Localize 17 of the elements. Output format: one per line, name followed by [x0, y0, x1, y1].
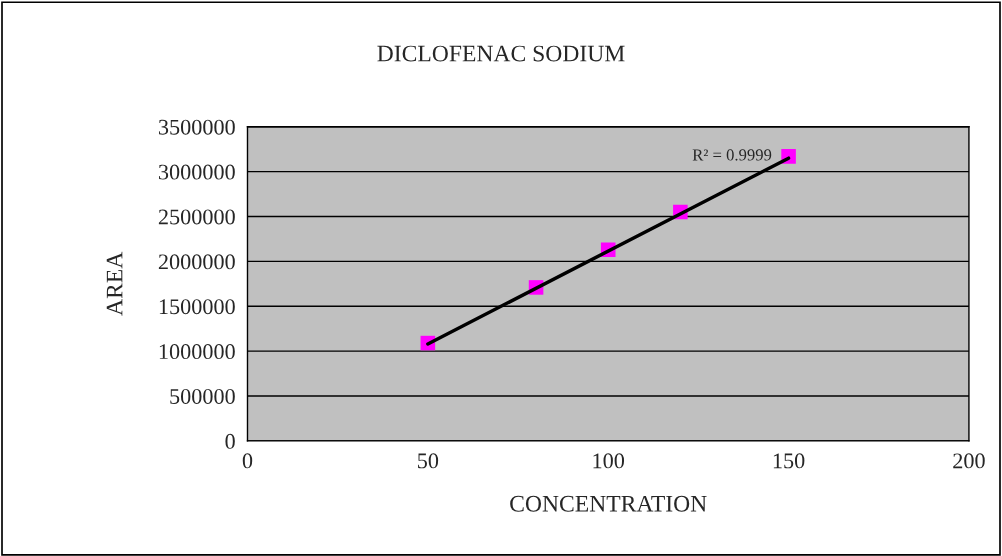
- y-tick-label: 1000000: [159, 344, 235, 360]
- annotation: R² = 0.9999: [692, 149, 772, 161]
- y-tick-label: 1500000: [159, 299, 235, 315]
- x-tick-label: 200: [953, 453, 985, 469]
- y-axis-title: AREA: [106, 251, 123, 316]
- x-tick-label: 100: [593, 453, 625, 469]
- x-axis-title: CONCENTRATION: [510, 495, 707, 512]
- x-tick-label: 150: [773, 453, 805, 469]
- y-tick-label: 3500000: [158, 119, 235, 135]
- x-tick-label: 50: [418, 453, 439, 469]
- y-tick-label: 3000000: [158, 164, 235, 180]
- y-tick-label: 0: [225, 433, 235, 449]
- y-tick-label: 2500000: [158, 209, 235, 225]
- chart-title: DICLOFENAC SODIUM: [377, 45, 625, 62]
- x-tick-label: 0: [242, 453, 253, 469]
- y-tick-label: 500000: [170, 388, 235, 404]
- y-tick-label: 2000000: [158, 254, 235, 270]
